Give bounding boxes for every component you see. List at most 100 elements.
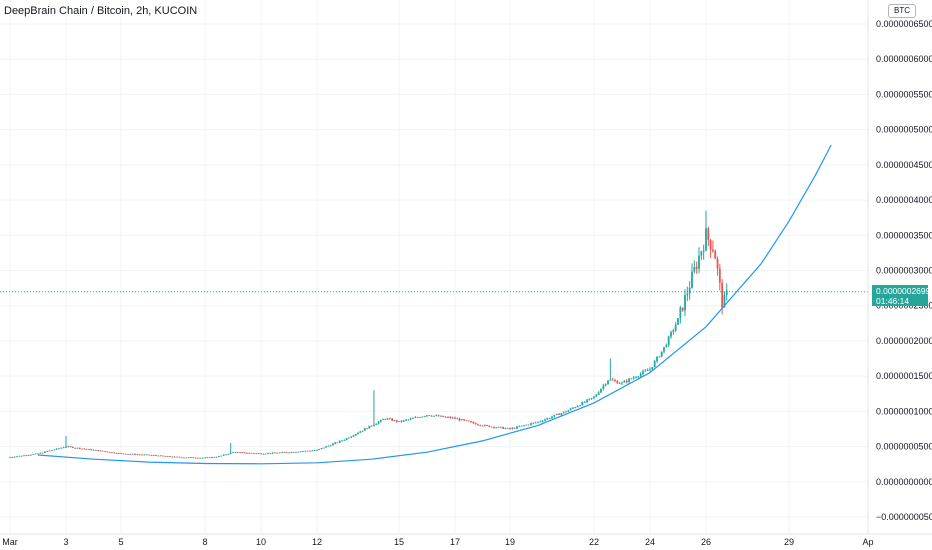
candle-body bbox=[674, 324, 677, 331]
candle-body bbox=[213, 456, 216, 458]
candle-body bbox=[423, 416, 426, 417]
candle-body bbox=[327, 445, 330, 447]
candle-body bbox=[705, 228, 707, 251]
candle-body bbox=[271, 452, 274, 454]
x-tick-label: Ap bbox=[862, 537, 873, 547]
candle-body bbox=[454, 417, 456, 419]
candle-body bbox=[243, 452, 246, 454]
candle-body bbox=[520, 425, 523, 427]
candle-body bbox=[18, 455, 21, 457]
candle-body bbox=[322, 447, 325, 449]
candle-body bbox=[428, 415, 431, 416]
candle-body bbox=[506, 428, 509, 429]
y-tick-label: 0.0000002000 bbox=[876, 336, 932, 346]
price-axis[interactable]: 0.0000006500 0.0000006000 0.0000005500 0.00… bbox=[876, 19, 932, 522]
candle-body bbox=[375, 423, 378, 425]
candle-body bbox=[509, 428, 511, 429]
candle-body bbox=[250, 452, 253, 454]
y-tick-label: 0.0000006500 bbox=[876, 19, 932, 29]
candle-body bbox=[354, 434, 357, 436]
candle-body bbox=[143, 454, 146, 456]
candle-body bbox=[134, 453, 136, 455]
candle-body bbox=[65, 446, 67, 448]
candle-body bbox=[714, 251, 717, 259]
x-tick-label: Mar bbox=[2, 537, 18, 547]
x-tick-label: 8 bbox=[202, 537, 207, 547]
candle-body bbox=[108, 452, 111, 453]
candle-body bbox=[215, 456, 218, 458]
candle-body bbox=[241, 452, 244, 454]
candle-body bbox=[586, 399, 588, 403]
candle-body bbox=[309, 450, 311, 452]
candle-body bbox=[190, 457, 192, 458]
candle-body bbox=[379, 419, 382, 422]
candle-body bbox=[511, 427, 514, 429]
candle-body bbox=[208, 457, 211, 459]
candle-body bbox=[483, 425, 486, 427]
y-tick-label: 0.0000000500 bbox=[876, 442, 932, 452]
candle-body bbox=[350, 436, 353, 438]
candle-body bbox=[595, 394, 598, 397]
candle-body bbox=[421, 416, 424, 418]
candle-body bbox=[113, 452, 116, 454]
candle-body bbox=[407, 419, 410, 421]
candle-body bbox=[555, 413, 558, 415]
candle-body bbox=[490, 426, 493, 428]
y-tick-label: 0.0000001500 bbox=[876, 371, 932, 381]
candle-body bbox=[551, 416, 553, 419]
candle-body bbox=[465, 420, 468, 422]
candle-body bbox=[516, 426, 518, 429]
candle-body bbox=[51, 450, 53, 451]
candle-body bbox=[148, 454, 150, 456]
candle-body bbox=[25, 455, 28, 457]
candle-body bbox=[115, 453, 118, 454]
candle-body bbox=[255, 453, 258, 455]
candle-body bbox=[548, 418, 551, 419]
candle-body bbox=[106, 451, 109, 453]
candle-body bbox=[618, 383, 621, 385]
time-axis[interactable]: Mar 3 5 8 10 12 15 17 19 22 24 26 29 Ap bbox=[2, 537, 873, 547]
candle-body bbox=[574, 407, 577, 409]
candle-body bbox=[400, 421, 403, 422]
candle-body bbox=[590, 398, 593, 399]
candle-body bbox=[48, 450, 51, 452]
candle-body bbox=[670, 332, 672, 337]
candle-body bbox=[178, 456, 181, 458]
candle-body bbox=[695, 266, 698, 269]
currency-badge[interactable]: BTC bbox=[888, 4, 916, 18]
candle-body bbox=[667, 336, 670, 346]
candle-body bbox=[405, 419, 407, 421]
candle-body bbox=[267, 453, 269, 454]
candle-body bbox=[60, 447, 63, 449]
candle-body bbox=[229, 452, 232, 454]
candle-body bbox=[486, 425, 488, 426]
candle-body bbox=[449, 416, 452, 419]
candle-body bbox=[157, 455, 160, 457]
candle-body bbox=[71, 446, 74, 448]
candle-body bbox=[164, 455, 167, 457]
candle-body bbox=[493, 426, 495, 428]
bar-countdown: 01:46:14 bbox=[876, 296, 910, 306]
candle-body bbox=[187, 457, 190, 459]
candle-body bbox=[334, 442, 337, 444]
candle-body bbox=[257, 453, 260, 455]
candle-body bbox=[55, 448, 58, 450]
candle-body bbox=[382, 419, 384, 421]
candle-body bbox=[639, 373, 642, 377]
candle-body bbox=[467, 420, 470, 422]
candle-body bbox=[433, 415, 435, 417]
candle-body bbox=[502, 427, 505, 429]
candle-body bbox=[20, 455, 23, 457]
candle-body bbox=[292, 452, 295, 453]
candle-body bbox=[562, 411, 565, 414]
x-tick-label: 3 bbox=[63, 537, 68, 547]
candle-body bbox=[211, 456, 213, 458]
candle-body bbox=[304, 450, 307, 452]
candle-body bbox=[338, 440, 341, 443]
candle-body bbox=[614, 380, 616, 382]
candle-body bbox=[414, 417, 417, 419]
candle-body bbox=[127, 454, 129, 455]
x-tick-label: 19 bbox=[505, 537, 515, 547]
candle-body bbox=[665, 345, 668, 348]
